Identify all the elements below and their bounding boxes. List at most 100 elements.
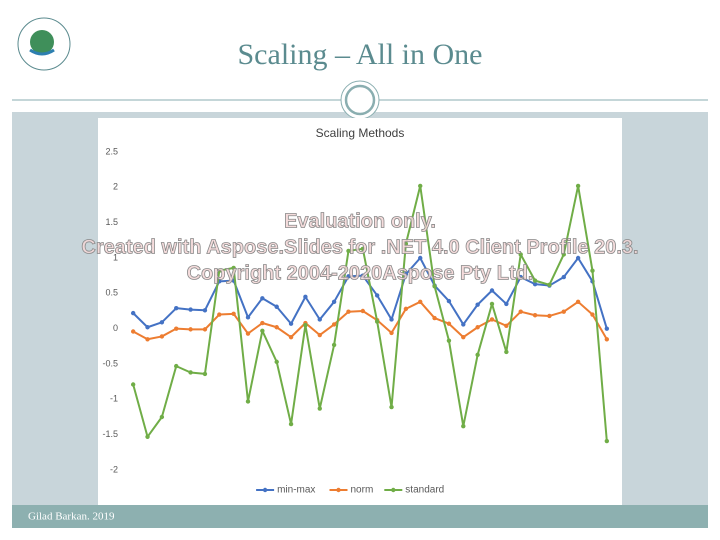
data-point	[489, 288, 495, 293]
data-point	[245, 399, 251, 404]
data-point	[217, 268, 222, 273]
data-point	[489, 317, 495, 322]
data-point	[532, 281, 538, 287]
data-point	[145, 434, 150, 439]
data-point	[575, 255, 581, 261]
plot: -2 -1.5 -1 -0.5 0 0.5 1 1.5 2 2.5 min-max norm stand…	[102, 146, 610, 496]
legend-marker	[262, 487, 268, 493]
legend-label: standard	[405, 485, 444, 496]
data-point	[274, 304, 279, 309]
data-point	[202, 308, 208, 313]
data-point	[461, 334, 466, 340]
data-point	[331, 299, 337, 305]
legend-marker	[391, 487, 396, 493]
data-point	[389, 317, 394, 322]
data-point	[360, 308, 366, 314]
data-point	[188, 370, 193, 375]
legend-marker	[336, 487, 341, 493]
data-point	[446, 298, 452, 304]
data-point	[389, 330, 394, 336]
data-point	[274, 325, 279, 330]
data-point	[360, 246, 366, 252]
y-tick-label: 0	[113, 323, 118, 333]
data-point	[274, 359, 279, 365]
logo	[17, 17, 71, 71]
data-point	[159, 334, 165, 339]
data-point	[418, 299, 423, 305]
data-point	[303, 294, 308, 300]
data-point	[547, 313, 552, 319]
data-point	[130, 310, 136, 316]
y-tick-label: -1.5	[102, 429, 118, 439]
watermark-line: Copyright 2004-2020Aspose Pty Ltd.	[187, 262, 534, 284]
data-point	[331, 322, 337, 327]
y-tick-label: -0.5	[102, 358, 118, 368]
chart-title: Scaling Methods	[316, 126, 405, 140]
data-point	[475, 325, 480, 330]
data-point	[504, 349, 509, 355]
y-tick-label: -2	[110, 464, 118, 474]
data-point	[245, 331, 251, 336]
legend-label: norm	[351, 485, 374, 496]
data-point	[604, 438, 610, 444]
y-tick-label: 2	[113, 182, 118, 192]
data-point	[346, 309, 351, 314]
data-point	[174, 305, 179, 311]
data-point	[145, 325, 150, 330]
data-point	[518, 274, 523, 280]
data-point	[188, 327, 193, 332]
data-point	[245, 315, 251, 320]
data-point	[346, 248, 351, 254]
data-point	[303, 322, 308, 328]
data-point	[231, 265, 236, 271]
data-point	[418, 183, 423, 189]
data-point	[288, 321, 294, 326]
watermark: Evaluation only. Created with Aspose.Slid…	[81, 210, 639, 285]
y-tick-label: 2.5	[105, 146, 118, 156]
data-point	[174, 363, 179, 369]
legend-label: min-max	[277, 485, 315, 496]
data-point	[418, 255, 423, 261]
data-point	[317, 406, 322, 411]
footer-band	[12, 505, 708, 528]
data-point	[532, 278, 538, 283]
footer-text: Gilad Barkan. 2019	[28, 511, 115, 523]
data-point	[432, 315, 437, 321]
data-point	[260, 328, 265, 333]
data-point	[461, 423, 466, 429]
y-tick-label: 1.5	[105, 217, 118, 227]
y-tick-label: 1	[113, 252, 118, 262]
data-point	[389, 404, 394, 410]
watermark-line: Created with Aspose.Slides for .NET 4.0 …	[81, 236, 638, 258]
y-tick-label: 0.5	[105, 288, 118, 298]
ornament-inner	[344, 84, 376, 116]
data-point	[403, 306, 409, 312]
data-point	[202, 371, 208, 377]
data-point	[604, 326, 610, 331]
data-point	[475, 302, 480, 307]
data-point	[590, 268, 595, 273]
data-point	[475, 352, 480, 358]
data-point	[231, 311, 236, 317]
data-point	[130, 382, 136, 387]
data-point	[374, 293, 380, 298]
data-point	[561, 274, 566, 280]
data-point	[188, 307, 193, 312]
data-point	[461, 322, 466, 327]
data-point	[575, 183, 581, 189]
logo-ring	[17, 17, 71, 71]
logo-tree	[30, 30, 54, 54]
data-point	[217, 312, 222, 317]
data-point	[590, 312, 595, 317]
data-point	[130, 329, 136, 334]
data-point	[260, 296, 265, 301]
data-point	[159, 414, 165, 420]
data-point	[403, 272, 409, 277]
slide-title: Scaling – All in One	[238, 38, 483, 71]
data-point	[432, 284, 437, 289]
data-point	[504, 301, 509, 307]
data-point	[374, 319, 380, 324]
data-point	[260, 320, 265, 326]
series-line	[132, 184, 608, 442]
